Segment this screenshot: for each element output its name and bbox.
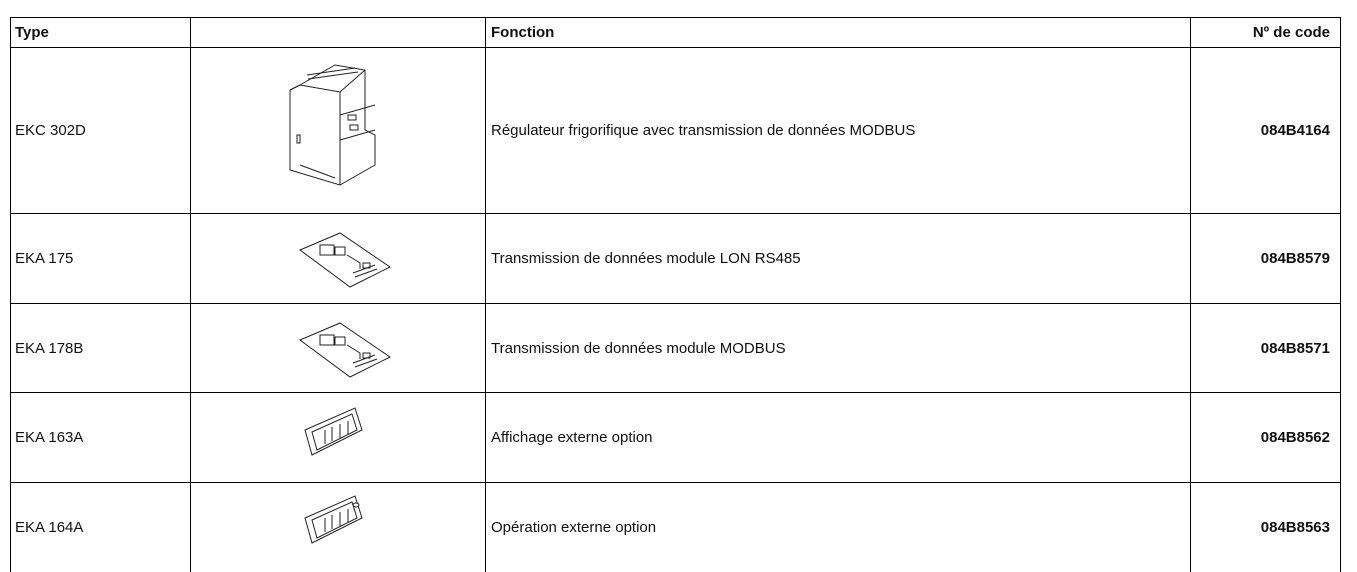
- table-cell: 084B4164: [1260, 122, 1330, 139]
- table-cell: Affichage externe option: [491, 429, 653, 446]
- product-image: [304, 495, 363, 544]
- table-cell: EKC 302D: [15, 122, 86, 139]
- rule: [10, 213, 1341, 214]
- product-image: [298, 322, 391, 378]
- product-image: [289, 64, 376, 186]
- header-cell: Nº de code: [1252, 24, 1330, 41]
- table-cell: Régulateur frigorifique avec transmissio…: [491, 122, 916, 139]
- rule: [10, 303, 1341, 304]
- table-cell: EKA 163A: [15, 429, 84, 446]
- table-cell: Transmission de données module LON RS485: [491, 250, 801, 267]
- rule: [10, 392, 1341, 393]
- table-cell: Transmission de données module MODBUS: [491, 339, 786, 357]
- rule: [10, 482, 1341, 483]
- table-cell: EKA 175: [15, 250, 74, 267]
- table-cell: 084B8562: [1260, 429, 1330, 446]
- rule: [485, 17, 486, 572]
- header-cell: Fonction: [491, 24, 555, 41]
- rule: [1190, 17, 1191, 572]
- rule: [1340, 17, 1341, 572]
- table-cell: 084B8563: [1260, 519, 1330, 536]
- header-cell: Type: [15, 24, 49, 41]
- product-image: [304, 407, 363, 456]
- rule: [10, 47, 1341, 48]
- rule: [10, 17, 1341, 18]
- rule: [190, 17, 191, 572]
- table-cell: Opération externe option: [491, 519, 657, 536]
- table-cell: EKA 164A: [15, 519, 84, 536]
- table-cell: 084B8571: [1260, 339, 1330, 357]
- product-image: [298, 232, 391, 288]
- table-cell: EKA 178B: [15, 339, 84, 357]
- table-cell: 084B8579: [1260, 250, 1330, 267]
- rule: [10, 17, 11, 572]
